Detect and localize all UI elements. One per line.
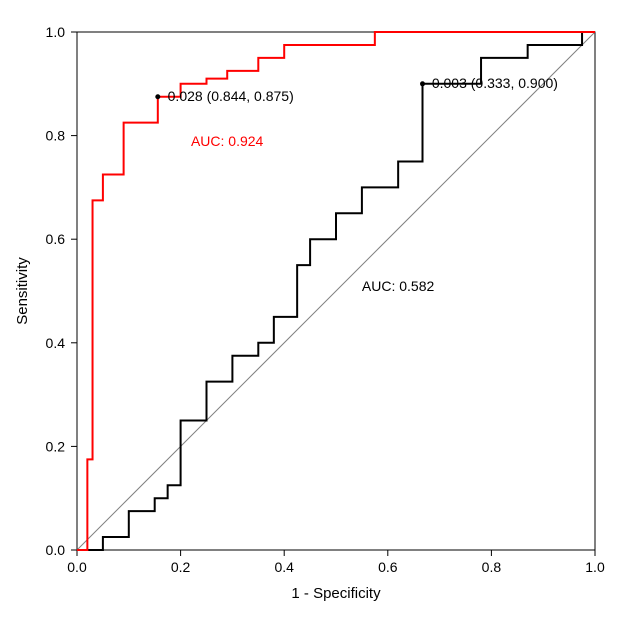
auc-label-black: AUC: 0.582 (362, 278, 435, 294)
x-tick-label: 1.0 (585, 559, 605, 575)
y-tick-label: 0.0 (46, 542, 66, 558)
opt-point-red (155, 94, 160, 99)
opt-point-black (420, 81, 425, 86)
y-tick-label: 0.2 (46, 438, 66, 454)
x-tick-label: 0.6 (378, 559, 398, 575)
x-tick-label: 0.4 (274, 559, 294, 575)
auc-label-red: AUC: 0.924 (191, 133, 264, 149)
roc-chart: 0.0 0.2 0.4 0.6 0.8 1.0 0.0 0.2 0.4 0.6 0.8 1.0 1 - … (0, 0, 625, 628)
x-tick-label: 0.0 (67, 559, 87, 575)
y-tick-label: 0.8 (46, 128, 66, 144)
x-tick-label: 0.2 (171, 559, 191, 575)
x-axis-label: 1 - Specificity (291, 585, 381, 602)
y-tick-label: 0.4 (46, 335, 66, 351)
y-axis-label: Sensitivity (14, 257, 31, 325)
roc-svg: 0.0 0.2 0.4 0.6 0.8 1.0 0.0 0.2 0.4 0.6 0.8 1.0 1 - … (0, 0, 625, 628)
opt-label-black: 0.003 (0.333, 0.900) (432, 75, 558, 91)
x-tick-label: 0.8 (482, 559, 502, 575)
opt-label-red: 0.028 (0.844, 0.875) (168, 88, 294, 104)
y-tick-label: 0.6 (46, 231, 66, 247)
y-tick-label: 1.0 (46, 24, 66, 40)
